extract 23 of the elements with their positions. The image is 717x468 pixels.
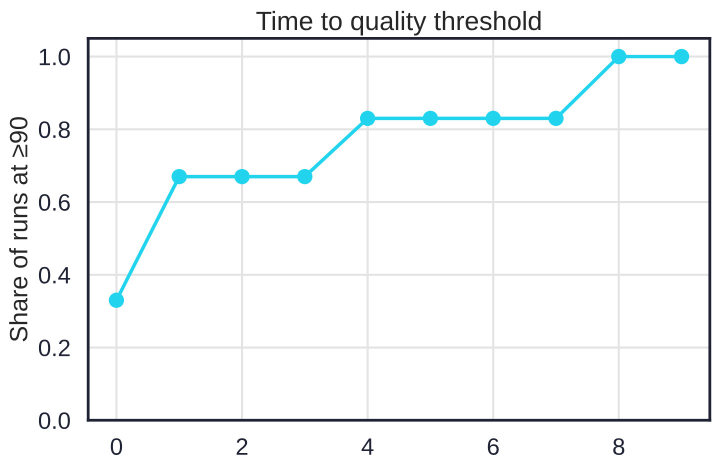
y-tick-label: 1.0: [40, 48, 70, 66]
y-tick-label: 0.8: [38, 121, 70, 138]
point: [297, 168, 312, 184]
point: [674, 48, 690, 64]
y-axis-title: Share of runs at ≥90: [9, 117, 28, 342]
x-tick-label: 2: [236, 438, 248, 455]
x-tick-label: 0: [110, 438, 122, 455]
x-tick-label: 8: [613, 438, 624, 455]
point: [486, 110, 501, 126]
y-tick-label: 0.0: [38, 412, 70, 430]
point: [234, 168, 250, 184]
y-tick-label: 0.6: [38, 194, 70, 211]
point: [422, 110, 438, 126]
x-tick-label: 4: [362, 438, 374, 455]
point: [360, 110, 376, 126]
point: [172, 168, 187, 184]
point: [108, 292, 124, 308]
point: [611, 48, 626, 64]
point: [548, 110, 564, 126]
chart-title: Time to quality threshold: [256, 10, 541, 36]
y-tick-label: 0.4: [38, 266, 70, 284]
y-tick-label: 0.2: [38, 340, 70, 356]
x-tick-label: 6: [488, 438, 499, 455]
